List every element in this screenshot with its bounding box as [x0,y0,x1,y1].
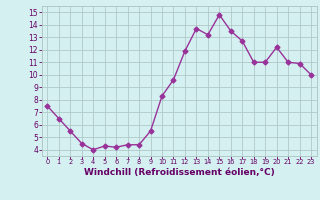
X-axis label: Windchill (Refroidissement éolien,°C): Windchill (Refroidissement éolien,°C) [84,168,275,177]
